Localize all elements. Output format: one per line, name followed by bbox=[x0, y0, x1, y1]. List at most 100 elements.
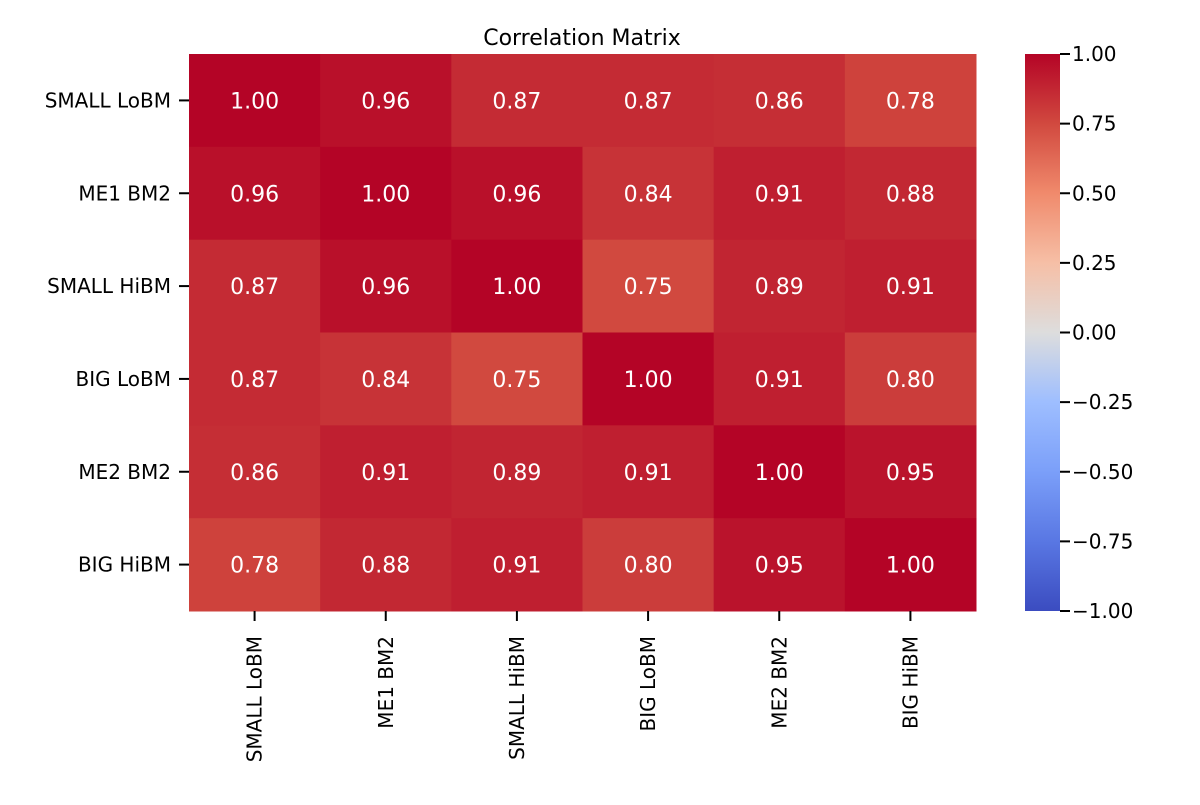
colorbar-tick-label: 0.75 bbox=[1072, 112, 1117, 136]
heatmap-cell bbox=[582, 146, 715, 241]
heatmap-cell bbox=[189, 332, 321, 426]
cell-value-label: 0.78 bbox=[886, 89, 935, 114]
heatmap-cell bbox=[189, 146, 321, 241]
heatmap-cell bbox=[844, 332, 977, 426]
heatmap-cell-labels: 1.00 0.96 0.87 0.87 0.86 0.78 0.96 1.00 0.96 0.84… bbox=[230, 89, 935, 578]
cell-value-label: 0.91 bbox=[755, 368, 804, 393]
cell-value-label: 0.88 bbox=[886, 182, 935, 207]
cell-value-label: 0.88 bbox=[361, 554, 410, 579]
cell-value-label: 1.00 bbox=[755, 461, 804, 486]
heatmap-cell bbox=[320, 518, 452, 612]
row-tick-label: SMALL HiBM bbox=[47, 274, 171, 298]
cell-value-label: 1.00 bbox=[230, 89, 279, 114]
col-tick-label: SMALL LoBM bbox=[243, 636, 267, 762]
colorbar: 1.00 0.75 0.50 0.25 0.00 −0.25 −0.50 −0.75 −1.00 bbox=[1025, 42, 1133, 623]
chart-title: Correlation Matrix bbox=[483, 26, 681, 51]
cell-value-label: 0.96 bbox=[230, 182, 279, 207]
heatmap-cell bbox=[844, 239, 977, 333]
cell-value-label: 1.00 bbox=[624, 368, 673, 393]
colorbar-tick-label: 0.50 bbox=[1072, 181, 1117, 205]
heatmap-cell bbox=[713, 239, 846, 333]
cell-value-label: 0.91 bbox=[361, 461, 410, 486]
row-tick-label: ME1 BM2 bbox=[78, 181, 171, 205]
col-tick-label: BIG HiBM bbox=[898, 636, 922, 729]
cell-value-label: 0.86 bbox=[755, 89, 804, 114]
cell-value-label: 0.75 bbox=[492, 368, 541, 393]
cell-value-label: 0.89 bbox=[755, 275, 804, 300]
heatmap-cell bbox=[189, 239, 321, 333]
cell-value-label: 0.87 bbox=[624, 89, 673, 114]
heatmap-cells bbox=[189, 54, 977, 612]
heatmap-cell bbox=[713, 146, 846, 241]
heatmap-cell bbox=[320, 239, 452, 333]
row-tick-label: BIG HiBM bbox=[78, 553, 171, 577]
heatmap-cell bbox=[713, 425, 846, 519]
col-ticks: SMALL LoBM ME1 BM2 SMALL HiBM BIG LoBM ME2 B… bbox=[243, 611, 922, 762]
row-ticks: SMALL LoBM ME1 BM2 SMALL HiBM BIG LoBM ME2 B… bbox=[45, 88, 189, 577]
cell-value-label: 0.95 bbox=[886, 461, 935, 486]
heatmap-cell bbox=[189, 518, 321, 612]
heatmap-cell bbox=[451, 332, 583, 426]
colorbar-tick-label: 1.00 bbox=[1072, 42, 1117, 66]
cell-value-label: 1.00 bbox=[886, 554, 935, 579]
heatmap-cell bbox=[844, 518, 977, 612]
colorbar-tick-label: −0.25 bbox=[1072, 390, 1133, 414]
colorbar-tick-label: 0.25 bbox=[1072, 251, 1117, 275]
cell-value-label: 0.86 bbox=[230, 461, 279, 486]
cell-value-label: 0.95 bbox=[755, 554, 804, 579]
heatmap-cell bbox=[844, 146, 977, 241]
heatmap-cell bbox=[582, 518, 715, 612]
heatmap-cell bbox=[844, 54, 977, 148]
heatmap-cell bbox=[451, 425, 583, 519]
heatmap-cell bbox=[844, 425, 977, 519]
cell-value-label: 0.87 bbox=[230, 275, 279, 300]
colorbar-tick-label: −1.00 bbox=[1072, 599, 1133, 623]
heatmap-cell bbox=[320, 332, 452, 426]
cell-value-label: 0.87 bbox=[230, 368, 279, 393]
colorbar-gradient bbox=[1025, 54, 1060, 611]
cell-value-label: 0.96 bbox=[492, 182, 541, 207]
colorbar-tick-label: −0.50 bbox=[1072, 460, 1133, 484]
cell-value-label: 0.91 bbox=[755, 182, 804, 207]
col-tick-label: BIG LoBM bbox=[636, 636, 660, 731]
heatmap-cell bbox=[320, 146, 452, 241]
heatmap-cell bbox=[189, 54, 321, 148]
heatmap-cell bbox=[451, 54, 583, 148]
col-tick-label: ME2 BM2 bbox=[767, 636, 791, 729]
heatmap-cell bbox=[582, 332, 715, 426]
heatmap-cell bbox=[713, 332, 846, 426]
heatmap-cell bbox=[582, 54, 715, 148]
heatmap-cell bbox=[451, 239, 583, 333]
cell-value-label: 0.84 bbox=[361, 368, 410, 393]
heatmap-cell bbox=[320, 54, 452, 148]
cell-value-label: 0.84 bbox=[624, 182, 673, 207]
cell-value-label: 0.91 bbox=[624, 461, 673, 486]
colorbar-tick-label: −0.75 bbox=[1072, 529, 1133, 553]
row-tick-label: SMALL LoBM bbox=[45, 88, 171, 112]
colorbar-tick-label: 0.00 bbox=[1072, 321, 1117, 345]
heatmap-cell bbox=[189, 425, 321, 519]
cell-value-label: 0.80 bbox=[624, 554, 673, 579]
heatmap-cell bbox=[582, 239, 715, 333]
heatmap-cell bbox=[582, 425, 715, 519]
cell-value-label: 1.00 bbox=[492, 275, 541, 300]
cell-value-label: 0.91 bbox=[492, 554, 541, 579]
heatmap-cell bbox=[713, 518, 846, 612]
cell-value-label: 0.87 bbox=[492, 89, 541, 114]
cell-value-label: 0.89 bbox=[492, 461, 541, 486]
heatmap-cell bbox=[451, 146, 583, 241]
col-tick-label: ME1 BM2 bbox=[374, 636, 398, 729]
row-tick-label: ME2 BM2 bbox=[78, 460, 171, 484]
cell-value-label: 0.96 bbox=[361, 89, 410, 114]
col-tick-label: SMALL HiBM bbox=[505, 636, 529, 760]
cell-value-label: 0.78 bbox=[230, 554, 279, 579]
cell-value-label: 1.00 bbox=[361, 182, 410, 207]
cell-value-label: 0.91 bbox=[886, 275, 935, 300]
cell-value-label: 0.96 bbox=[361, 275, 410, 300]
cell-value-label: 0.80 bbox=[886, 368, 935, 393]
cell-value-label: 0.75 bbox=[624, 275, 673, 300]
row-tick-label: BIG LoBM bbox=[76, 367, 171, 391]
heatmap-cell bbox=[320, 425, 452, 519]
